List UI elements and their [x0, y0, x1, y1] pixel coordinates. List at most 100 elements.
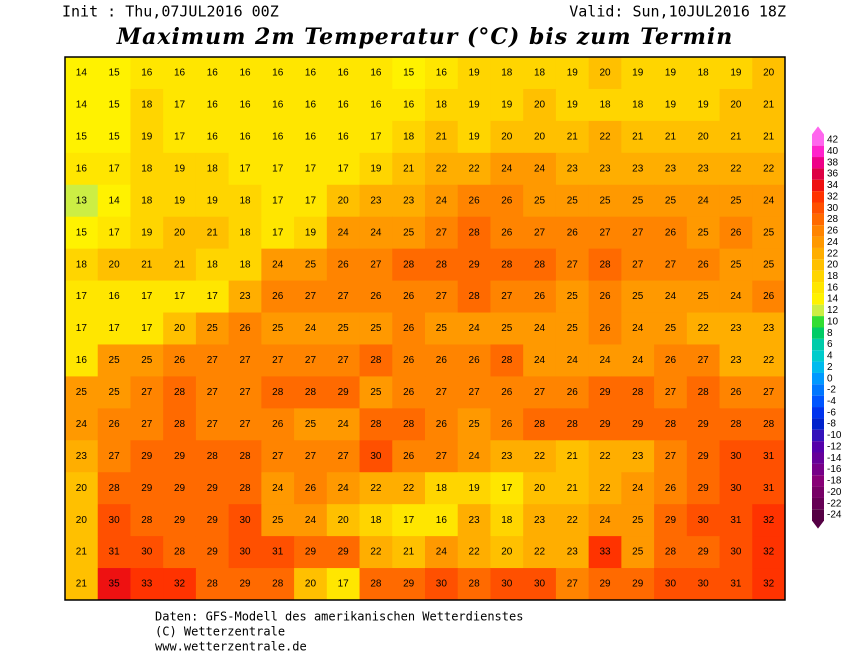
temperature-label: 24 — [338, 483, 350, 494]
temperature-cell — [555, 248, 590, 282]
temperature-label: 28 — [436, 259, 448, 270]
temperature-label: 24 — [469, 323, 481, 334]
temperature-label: 24 — [305, 323, 317, 334]
temperature-label: 30 — [239, 547, 251, 558]
temperature-cell — [555, 216, 590, 250]
temperature-label: 27 — [207, 419, 219, 430]
temperature-cell — [752, 152, 786, 186]
temperature-label: 27 — [665, 451, 677, 462]
temperature-cell — [588, 57, 622, 90]
temperature-label: 17 — [239, 163, 251, 174]
temperature-cell — [261, 248, 295, 282]
temperature-cell — [294, 472, 328, 505]
temperature-cell — [555, 57, 590, 90]
temperature-cell — [719, 440, 753, 473]
temperature-cell — [457, 568, 491, 601]
legend-swatch — [812, 304, 824, 317]
temperature-label: 20 — [305, 579, 317, 590]
temperature-label: 30 — [501, 579, 513, 590]
temperature-cell — [523, 152, 557, 186]
temperature-label: 17 — [305, 195, 317, 206]
temperature-cell — [228, 248, 262, 282]
temperature-cell — [294, 344, 328, 377]
temperature-cell — [97, 440, 131, 473]
temperature-label: 16 — [239, 131, 251, 142]
temperature-label: 29 — [698, 419, 710, 430]
temperature-label: 15 — [403, 68, 415, 79]
temperature-label: 22 — [698, 323, 710, 334]
temperature-cell — [326, 184, 361, 218]
temperature-cell — [359, 312, 393, 345]
temperature-label: 26 — [403, 323, 415, 334]
temperature-label: 23 — [403, 195, 415, 206]
temperature-label: 25 — [338, 323, 350, 334]
temperature-label: 17 — [109, 163, 121, 174]
temperature-label: 18 — [534, 68, 546, 79]
legend-swatch — [812, 282, 824, 294]
temperature-cell — [326, 376, 361, 409]
temperature-label: 21 — [403, 163, 415, 174]
legend-label: 16 — [827, 282, 839, 293]
temperature-label: 17 — [174, 100, 186, 111]
legend-label: -24 — [827, 510, 842, 521]
temperature-label: 24 — [272, 483, 284, 494]
temperature-cell — [719, 376, 753, 409]
temperature-label: 31 — [730, 579, 742, 590]
temperature-cell — [359, 376, 393, 409]
temperature-label: 32 — [763, 579, 775, 590]
temperature-cell — [523, 248, 557, 282]
temperature-cell — [719, 88, 753, 122]
temperature-cell — [555, 568, 590, 601]
temperature-label: 24 — [370, 227, 382, 238]
temperature-cell — [261, 568, 295, 601]
temperature-cell — [523, 536, 557, 569]
temperature-label: 29 — [174, 451, 186, 462]
temperature-label: 25 — [534, 195, 546, 206]
temperature-label: 17 — [174, 131, 186, 142]
temperature-label: 23 — [730, 355, 742, 366]
temperature-label: 28 — [272, 387, 284, 398]
temperature-cell — [490, 120, 524, 154]
temperature-cell — [326, 536, 361, 569]
temperature-label: 19 — [698, 100, 710, 111]
temperature-cell — [654, 88, 688, 122]
temperature-cell — [621, 344, 655, 377]
temperature-label: 16 — [239, 68, 251, 79]
legend-label: 38 — [827, 157, 839, 168]
temperature-cell — [392, 152, 426, 186]
temperature-cell — [523, 312, 557, 345]
temperature-label: 18 — [436, 100, 448, 111]
temperature-cell — [752, 408, 786, 441]
temperature-label: 26 — [403, 355, 415, 366]
temperature-label: 21 — [76, 579, 88, 590]
temperature-cell — [457, 152, 491, 186]
legend-label: 0 — [827, 373, 833, 384]
temperature-label: 23 — [665, 163, 677, 174]
temperature-cell — [392, 504, 426, 537]
temperature-cell — [97, 152, 131, 186]
temperature-label: 28 — [370, 579, 382, 590]
temperature-cell — [130, 120, 164, 154]
temperature-cell — [195, 312, 230, 345]
legend-swatch — [812, 486, 824, 498]
temperature-label: 24 — [534, 323, 546, 334]
temperature-cell — [65, 440, 99, 473]
temperature-label: 20 — [534, 100, 546, 111]
legend-label: 24 — [827, 237, 839, 248]
temperature-cell — [97, 504, 131, 537]
temperature-cell — [65, 248, 99, 282]
temperature-label: 13 — [76, 195, 88, 206]
temperature-label: 17 — [370, 131, 382, 142]
temperature-cell — [359, 57, 393, 90]
temperature-label: 22 — [763, 163, 775, 174]
temperature-cell — [621, 312, 655, 345]
temperature-label: 16 — [76, 163, 88, 174]
temperature-cell — [163, 57, 197, 90]
temperature-cell — [719, 472, 753, 505]
legend-swatch — [812, 475, 824, 487]
legend-swatch — [812, 270, 824, 283]
temperature-label: 31 — [763, 451, 775, 462]
temperature-cell — [555, 408, 590, 441]
temperature-cell — [130, 216, 164, 250]
legend-swatch — [812, 338, 824, 351]
